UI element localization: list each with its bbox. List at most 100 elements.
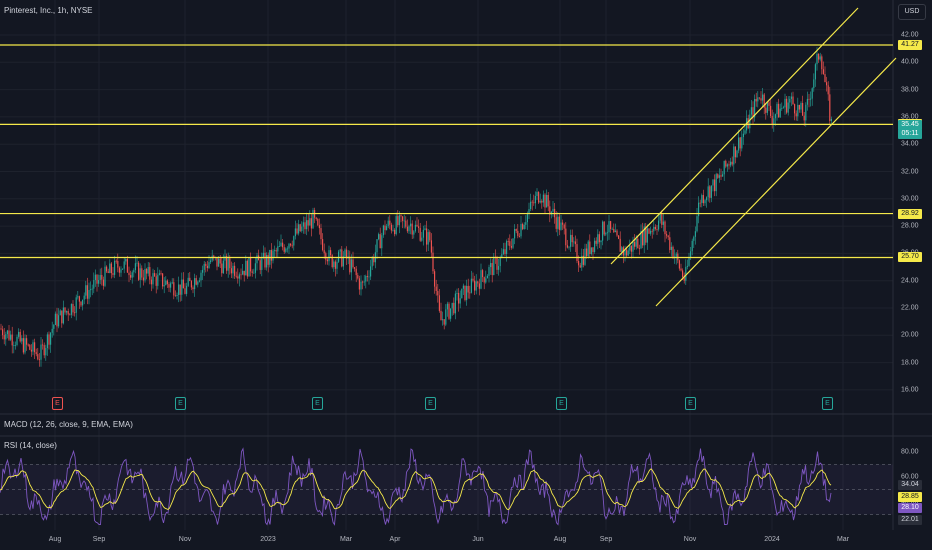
candle-body (37, 354, 39, 360)
level-price-tag[interactable]: 28.92 (898, 208, 922, 219)
candle-body (218, 258, 220, 267)
candle-body (323, 250, 325, 254)
candle-body (510, 246, 512, 248)
candle-body (107, 271, 109, 273)
candle-body (398, 215, 400, 226)
time-tick-label: Aug (553, 536, 567, 543)
candle-body (381, 235, 383, 249)
candle-body (69, 314, 71, 316)
candle-body (712, 179, 714, 186)
candle-body (93, 280, 95, 289)
candle-body (474, 280, 476, 291)
rsi-value-tag: 28.10 (898, 503, 922, 513)
candle-body (362, 281, 364, 283)
candle-body (29, 344, 31, 350)
candle-body (370, 266, 372, 277)
candle-body (512, 238, 514, 248)
time-tick-label: Jun (472, 536, 484, 543)
candle-body (787, 102, 789, 113)
candle-body (467, 285, 469, 293)
earnings-icon[interactable]: E (822, 397, 833, 410)
candle-body (75, 297, 77, 313)
candle-body (538, 192, 540, 203)
candle-body (650, 230, 652, 234)
candle-body (382, 225, 384, 236)
candle-body (166, 280, 168, 285)
candle-body (275, 250, 277, 252)
earnings-icon[interactable]: E (685, 397, 696, 410)
candle-body (202, 269, 204, 273)
candle-body (718, 175, 720, 178)
candle-body (421, 237, 423, 241)
candle-body (741, 137, 743, 149)
channel-lower-line[interactable] (655, 57, 897, 307)
candle-body (77, 296, 79, 298)
candle-body (32, 342, 34, 352)
candle-body (584, 248, 586, 265)
candle-body (526, 213, 528, 223)
earnings-icon[interactable]: E (425, 397, 436, 410)
level-price-tag[interactable]: 25.70 (898, 252, 922, 263)
candle-body (150, 279, 152, 285)
earnings-icon[interactable]: E (52, 397, 63, 410)
candle-body (3, 335, 5, 340)
candle-body (264, 252, 266, 268)
candle-body (110, 263, 112, 274)
candle-body (491, 263, 493, 276)
candle-body (365, 276, 367, 282)
candle-body (485, 278, 487, 283)
candle-body (238, 274, 240, 279)
candle-body (533, 202, 535, 204)
candle-body (576, 244, 578, 262)
candle-body (552, 208, 554, 212)
candle-body (530, 201, 532, 210)
current-price-tag: 35.45 (898, 120, 922, 130)
candle-body (227, 258, 229, 271)
candle-body (509, 241, 511, 247)
candle-body (662, 221, 664, 225)
candle-body (288, 243, 290, 249)
rsi-title[interactable]: RSI (14, close) (4, 441, 57, 450)
candle-body (592, 247, 594, 252)
candle-body (542, 194, 544, 203)
earnings-icon[interactable]: E (556, 397, 567, 410)
level-price-tag[interactable]: 41.27 (898, 39, 922, 50)
rsi-tick-label: 60.00 (901, 473, 919, 481)
candle-body (566, 245, 568, 248)
candle-body (670, 246, 672, 250)
candle-body (459, 298, 461, 304)
candle-body (16, 336, 18, 345)
candle-body (693, 236, 695, 241)
candle-body (664, 221, 666, 235)
candle-body (106, 266, 108, 272)
candle-body (621, 247, 623, 252)
rsi-value-tag: 28.85 (898, 492, 922, 502)
candle-body (261, 257, 263, 270)
currency-button[interactable]: USD (898, 4, 926, 20)
candle-body (728, 164, 730, 166)
earnings-icon[interactable]: E (175, 397, 186, 410)
channel-upper-line[interactable] (610, 7, 859, 265)
candle-body (734, 146, 736, 158)
candle-body (779, 108, 781, 118)
macd-title[interactable]: MACD (12, 26, close, 9, EMA, EMA) (4, 420, 133, 429)
candle-body (515, 229, 517, 231)
candle-body (773, 118, 775, 124)
candle-body (296, 228, 298, 234)
candle-body (522, 223, 524, 230)
candle-body (475, 281, 477, 291)
earnings-icon[interactable]: E (312, 397, 323, 410)
candle-body (403, 220, 405, 222)
candle-body (240, 274, 242, 276)
candle-body (658, 220, 660, 230)
candle-body (82, 299, 84, 306)
candle-body (5, 334, 7, 340)
time-tick-label: Nov (683, 536, 697, 543)
candle-body (685, 266, 687, 281)
candle-body (312, 210, 314, 229)
candle-body (394, 229, 396, 235)
candle-body (754, 99, 756, 118)
candle-body (586, 248, 588, 257)
candle-body (669, 237, 671, 250)
